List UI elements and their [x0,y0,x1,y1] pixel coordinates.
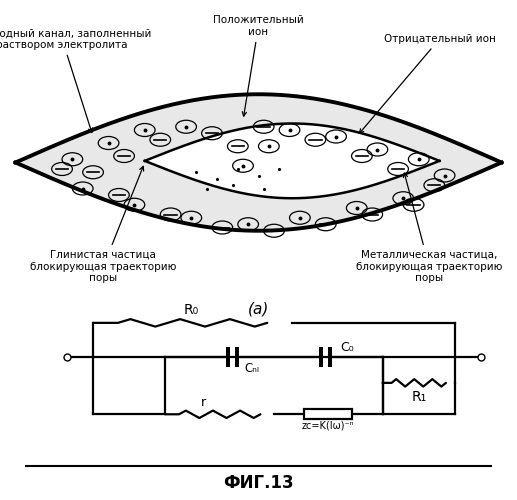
Text: zᴄ=K(Iω)⁻ⁿ: zᴄ=K(Iω)⁻ⁿ [302,420,355,430]
Text: ФИГ.13: ФИГ.13 [223,474,294,492]
Text: C₀: C₀ [340,342,354,354]
Text: Свободный канал, заполненный
раствором электролита: Свободный канал, заполненный раствором э… [0,28,151,132]
Text: Глинистая частица
блокирующая траекторию
поры: Глинистая частица блокирующая траекторию… [30,166,177,283]
Text: Cₙₗ: Cₙₗ [244,362,259,376]
Text: R₀: R₀ [183,302,199,316]
Text: Положительный
ион: Положительный ион [213,15,304,116]
Text: Металлическая частица,
блокирующая траекторию
поры: Металлическая частица, блокирующая траек… [356,173,503,283]
Text: (a): (a) [248,301,269,316]
Text: Отрицательный ион: Отрицательный ион [359,34,495,134]
Text: r: r [201,396,206,409]
Bar [305,409,352,420]
Text: R₁: R₁ [411,390,427,404]
